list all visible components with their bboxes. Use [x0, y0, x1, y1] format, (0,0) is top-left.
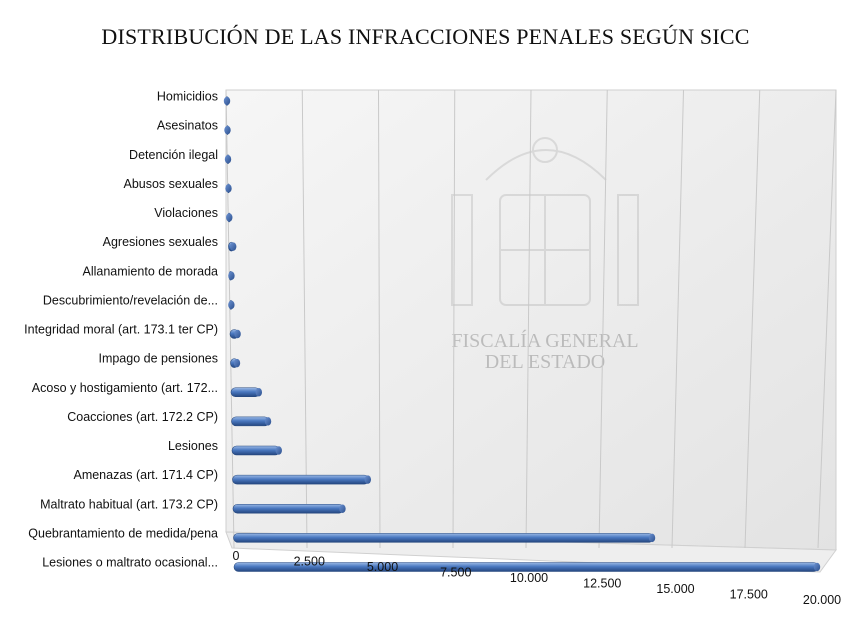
gridline	[671, 89, 684, 549]
x-tick-label: 20.000	[803, 593, 841, 607]
watermark-text-2: DEL ESTADO	[485, 351, 605, 373]
gridline	[598, 89, 608, 549]
category-label: Acoso y hostigamiento (art. 172...	[32, 381, 218, 395]
category-label: Abusos sexuales	[123, 177, 218, 191]
chart-title: DISTRIBUCIÓN DE LAS INFRACCIONES PENALES…	[101, 24, 750, 49]
category-label: Amenazas (art. 171.4 CP)	[73, 468, 218, 482]
category-label: Agresiones sexuales	[103, 235, 218, 249]
bar	[231, 416, 272, 427]
x-tick-label: 10.000	[510, 571, 548, 585]
bar	[224, 154, 232, 165]
x-tick-label: 0	[233, 549, 240, 563]
category-label: Detención ilegal	[129, 148, 218, 162]
bar	[224, 125, 231, 135]
category-labels: Homicidios Asesinatos Detención ilegal Abus…	[24, 90, 218, 570]
bar	[229, 329, 241, 339]
category-label: Homicidios	[157, 90, 218, 104]
bar	[230, 387, 263, 398]
bar	[225, 183, 232, 194]
bar	[233, 533, 656, 543]
gridlines	[225, 89, 837, 549]
category-label: Asesinatos	[157, 119, 218, 133]
category-label: Lesiones o maltrato ocasional...	[42, 556, 218, 570]
watermark-seal: FISCALÍA GENERAL DEL ESTADO	[451, 137, 639, 373]
x-tick-label: 12.500	[583, 577, 621, 591]
bar	[228, 270, 235, 281]
x-tick-label: 2.500	[294, 555, 325, 569]
bar	[232, 503, 346, 514]
bar	[228, 300, 235, 310]
category-label: Descubrimiento/revelación de...	[43, 293, 218, 307]
x-axis-tick-labels: 0 2.500 5.000 7.500 10.000 12.500 15.000 17.500…	[233, 549, 842, 607]
category-label: Integridad moral (art. 173.1 ter CP)	[24, 323, 218, 337]
category-label: Quebrantamiento de medida/pena	[28, 526, 218, 540]
gridline	[744, 89, 761, 549]
gridline	[452, 89, 456, 549]
x-tick-label: 7.500	[440, 566, 471, 580]
bars	[223, 96, 821, 572]
category-label: Allanamiento de morada	[83, 264, 219, 278]
category-label: Impago de pensiones	[98, 352, 218, 366]
bar	[233, 562, 821, 572]
bar	[231, 445, 282, 456]
gridline	[525, 89, 532, 549]
category-label: Maltrato habitual (art. 173.2 CP)	[40, 497, 218, 511]
gridline	[301, 89, 308, 549]
bar	[226, 212, 233, 223]
bar	[232, 474, 372, 485]
x-tick-label: 15.000	[656, 582, 694, 596]
watermark-text: FISCALÍA GENERAL	[451, 329, 638, 352]
bar	[228, 241, 237, 252]
gridline	[378, 89, 381, 549]
gridline	[817, 89, 837, 549]
x-tick-label: 5.000	[367, 560, 398, 574]
bar	[230, 358, 241, 368]
gridline	[225, 89, 235, 549]
category-label: Violaciones	[154, 206, 218, 220]
x-tick-label: 17.500	[730, 588, 768, 602]
bar	[223, 96, 231, 106]
category-label: Coacciones (art. 172.2 CP)	[67, 410, 218, 424]
category-label: Lesiones	[168, 439, 218, 453]
